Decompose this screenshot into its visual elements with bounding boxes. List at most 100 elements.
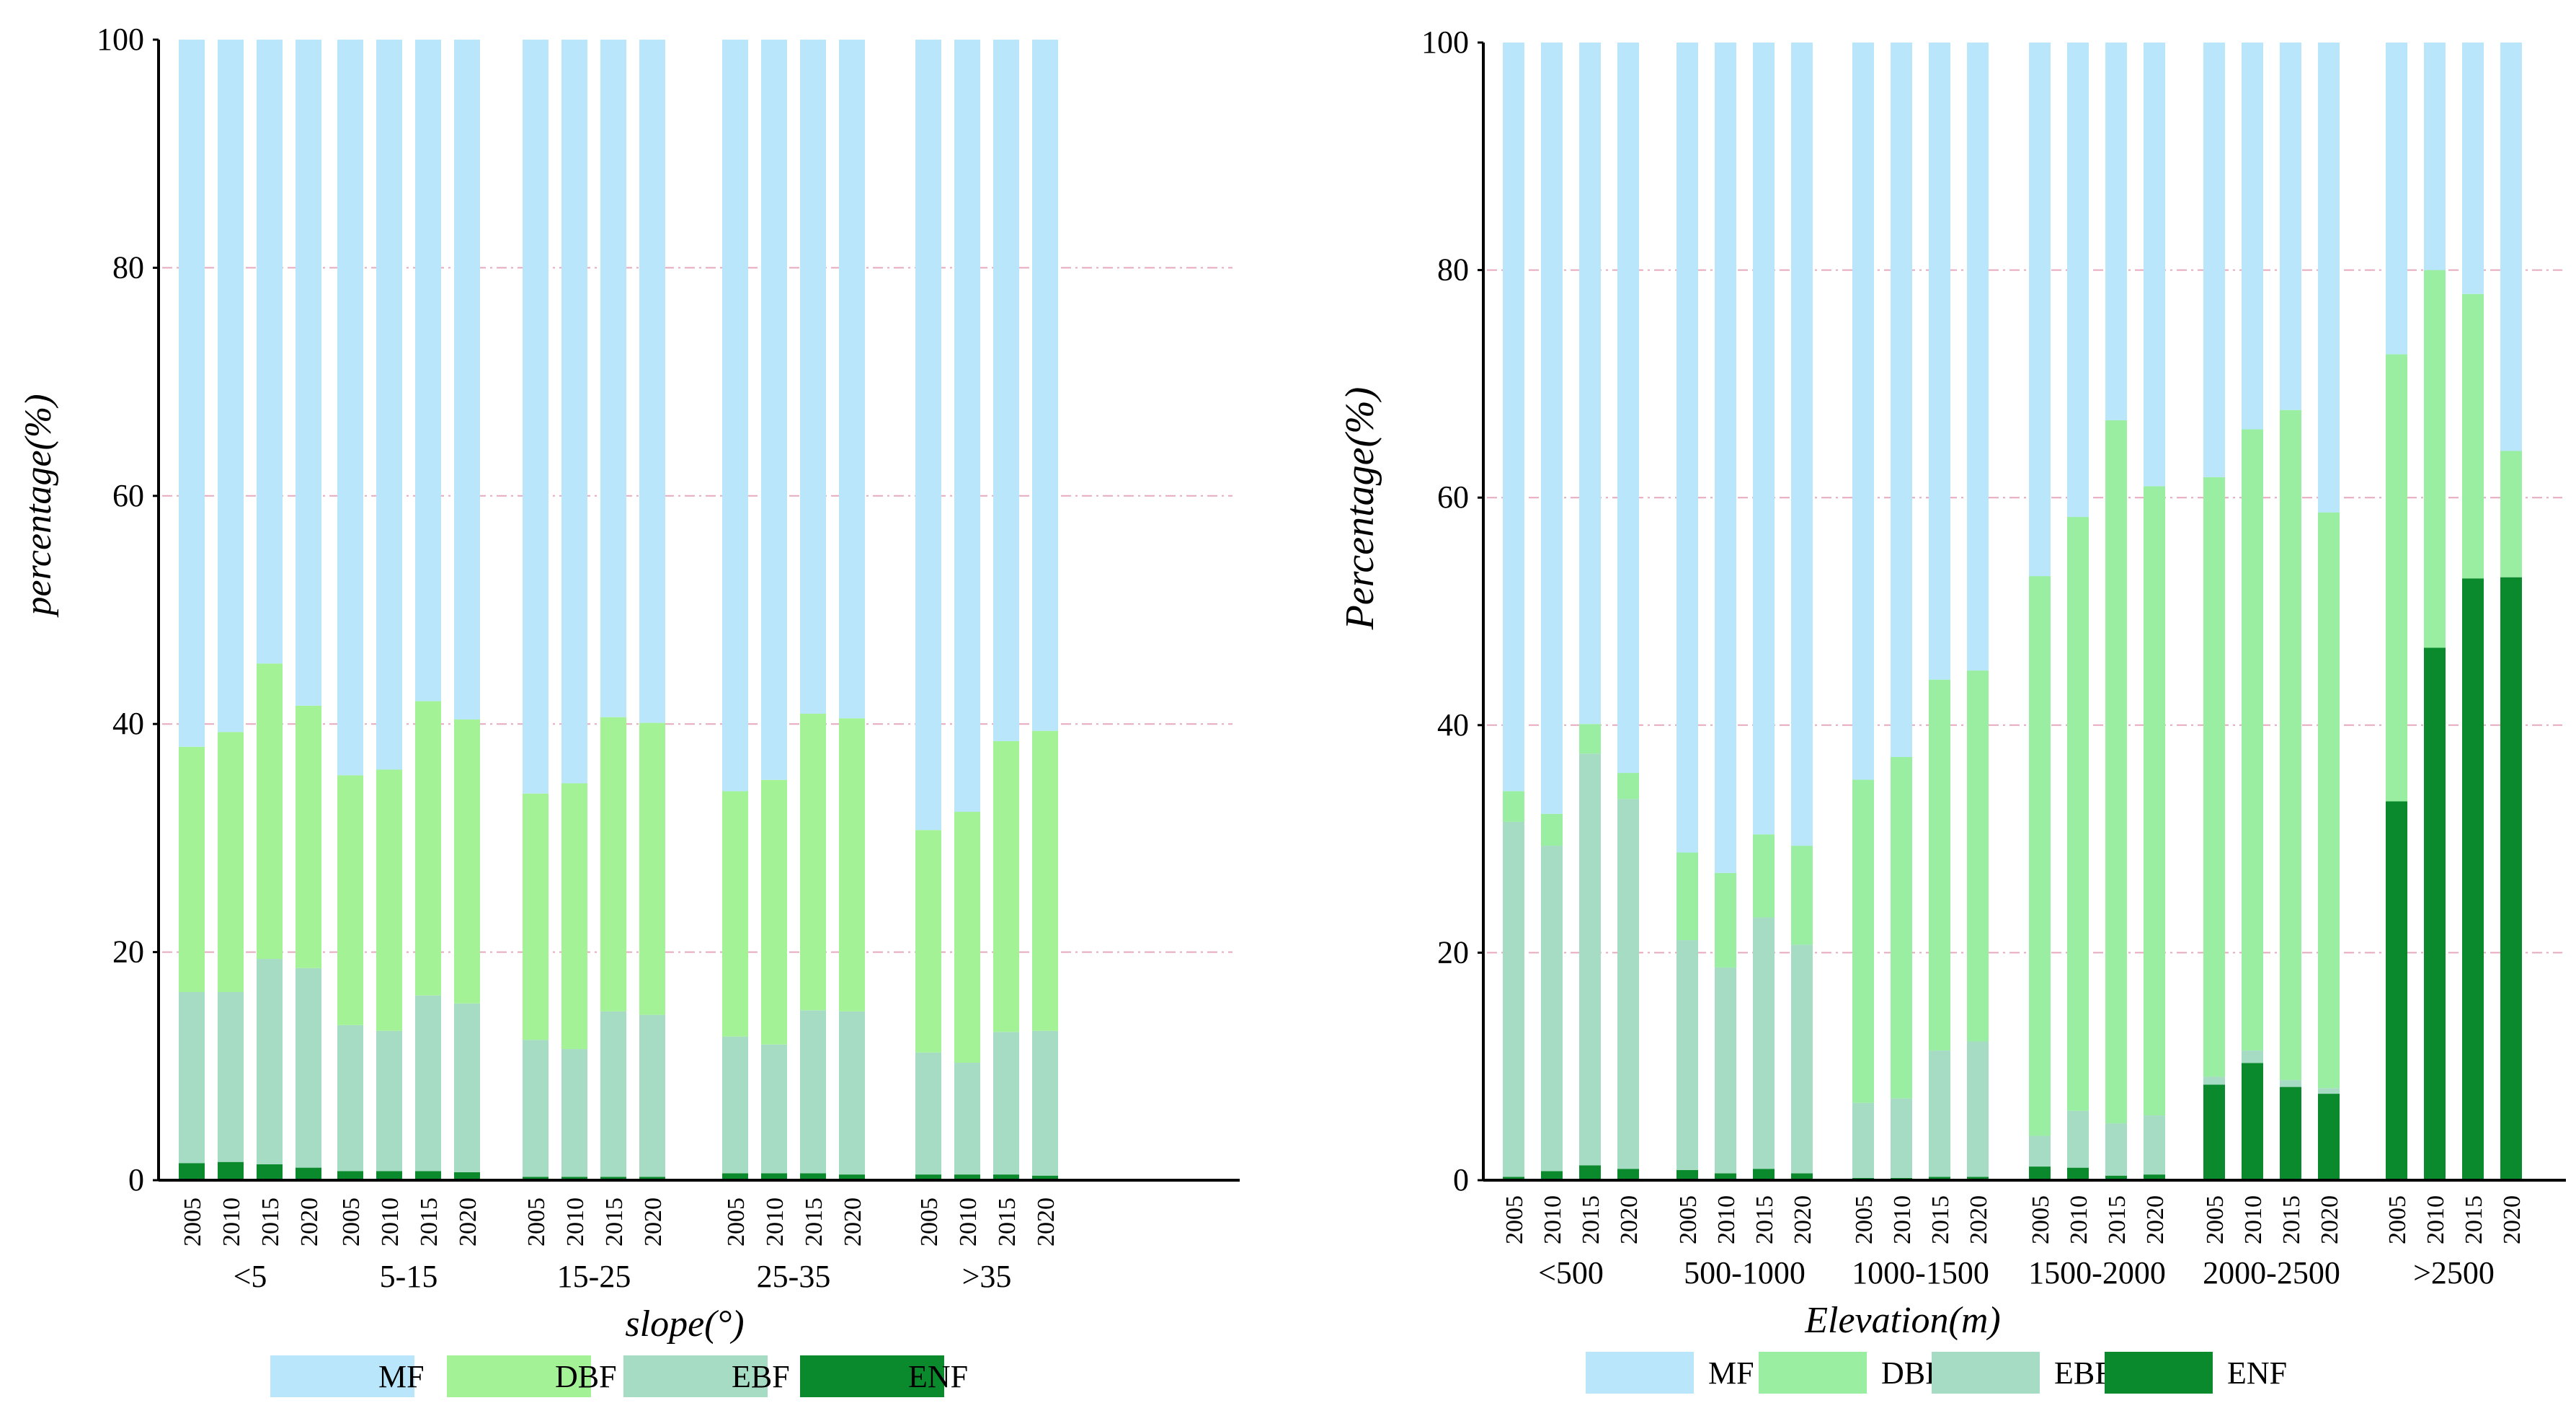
slope-bar-lt5-2010-dbf (218, 732, 244, 992)
elevation-year-label-lt500-2010: 2010 (1540, 1195, 1566, 1244)
slope-year-label-15-25-2005: 2005 (523, 1198, 550, 1247)
slope-bar-15-25-2010-enf (561, 1177, 587, 1180)
elevation-bar-lt500-2020-dbf (1617, 773, 1639, 800)
slope-bar-25-35-2020-mf (839, 40, 865, 719)
slope-bar-gt35-2015-dbf (993, 740, 1019, 1032)
elevation-bar-1000-1500-2005-mf (1852, 43, 1874, 780)
elevation-y-tick-label-100: 100 (1421, 25, 1469, 60)
elevation-bar-gt2500-2005-mf (2386, 43, 2407, 355)
elevation-bar-1000-1500-2010-dbf (1891, 756, 1912, 1099)
slope-gridlines (162, 267, 1233, 953)
elevation-bar-2000-2500-2020-dbf (2318, 512, 2340, 1089)
slope-bar-5-15-2020-ebf (454, 1003, 480, 1172)
elevation-bar-1000-1500-2020-dbf (1967, 670, 1989, 1042)
slope-year-label-5-15-2010: 2010 (377, 1198, 404, 1247)
slope-bar-15-25-2005-enf (523, 1177, 548, 1180)
elevation-year-label-1000-1500-2010: 2010 (1889, 1195, 1916, 1244)
slope-group-label-5-15: 5-15 (380, 1259, 438, 1294)
elevation-year-label-500-1000-2005: 2005 (1675, 1195, 1702, 1244)
slope-bar-lt5-2020-ebf (296, 968, 321, 1168)
slope-bar-25-35-2020-enf (839, 1174, 865, 1180)
elevation-bar-lt500-2005-enf (1503, 1177, 1524, 1180)
slope-bar-15-25-2020-dbf (639, 722, 665, 1015)
elevation-year-label-500-1000-2020: 2020 (1790, 1195, 1816, 1244)
slope-bar-5-15-2010-mf (376, 40, 402, 770)
slope-bar-gt35-2010-dbf (954, 812, 980, 1063)
slope-year-label-lt5-2020: 2020 (296, 1198, 323, 1247)
elevation-chart: 0 20 40 60 80 100 2005 2010 2015 2020 2005 2010 201… (1338, 25, 2566, 1394)
slope-bar-gt35-2005-mf (915, 40, 941, 831)
slope-bar-25-35-2010-mf (761, 40, 787, 780)
elevation-bar-500-1000-2020-enf (1791, 1173, 1813, 1180)
slope-bars (179, 40, 1058, 1180)
slope-bar-5-15-2015-enf (415, 1171, 441, 1180)
elevation-year-label-lt500-2005: 2005 (1501, 1195, 1528, 1244)
slope-group-label-15-25: 15-25 (557, 1259, 631, 1294)
slope-bar-5-15-2015-ebf (415, 995, 441, 1172)
slope-y-tick-label-20: 20 (112, 934, 144, 970)
elevation-group-label-1000-1500: 1000-1500 (1852, 1255, 1989, 1291)
elevation-bar-1000-1500-2015-enf (1929, 1177, 1950, 1180)
slope-year-label-gt35-2010: 2010 (955, 1198, 982, 1247)
slope-bar-lt5-2005-ebf (179, 991, 205, 1164)
elevation-bar-lt500-2015-dbf (1579, 724, 1601, 754)
slope-bar-25-35-2015-ebf (800, 1010, 826, 1174)
elevation-bar-1000-1500-2010-ebf (1891, 1098, 1912, 1178)
slope-bar-gt35-2020-mf (1032, 40, 1058, 731)
slope-year-label-5-15-2015: 2015 (416, 1198, 443, 1247)
elevation-bar-lt500-2010-ebf (1541, 846, 1563, 1172)
elevation-year-label-1000-1500-2005: 2005 (1851, 1195, 1878, 1244)
elevation-bar-2000-2500-2005-ebf (2203, 1076, 2225, 1085)
slope-year-label-gt35-2020: 2020 (1033, 1198, 1060, 1247)
slope-group-label-lt5: <5 (234, 1259, 267, 1294)
elevation-year-label-gt2500-2010: 2010 (2422, 1195, 2449, 1244)
elevation-year-label-gt2500-2020: 2020 (2499, 1195, 2526, 1244)
elevation-bar-lt500-2005-mf (1503, 43, 1524, 792)
elevation-bar-gt2500-2015-mf (2462, 43, 2484, 294)
elevation-legend: MF DBF EBF ENF (1586, 1352, 2287, 1394)
elevation-bar-1000-1500-2005-ebf (1852, 1102, 1874, 1178)
slope-bar-25-35-2005-mf (722, 40, 748, 792)
elevation-axes (1482, 43, 2566, 1182)
elevation-year-label-2000-2500-2020: 2020 (2317, 1195, 2343, 1244)
slope-bar-gt35-2015-ebf (993, 1032, 1019, 1175)
elevation-year-label-1500-2000-2020: 2020 (2142, 1195, 2169, 1244)
slope-year-label-lt5-2015: 2015 (257, 1198, 284, 1247)
slope-bar-lt5-2020-mf (296, 40, 321, 706)
slope-bar-lt5-2010-ebf (218, 991, 244, 1162)
slope-year-label-5-15-2005: 2005 (338, 1198, 365, 1247)
slope-year-label-5-15-2020: 2020 (455, 1198, 481, 1247)
elevation-bar-500-1000-2015-dbf (1753, 834, 1775, 918)
elevation-legend-swatch-enf (2105, 1352, 2213, 1394)
elevation-legend-label-ebf: EBF (2054, 1355, 2113, 1391)
elevation-bar-lt500-2015-enf (1579, 1165, 1601, 1180)
elevation-bar-2000-2500-2020-mf (2318, 43, 2340, 513)
elevation-group-label-gt2500: >2500 (2413, 1255, 2495, 1291)
slope-bar-15-25-2010-mf (561, 40, 587, 784)
elevation-group-label-500-1000: 500-1000 (1684, 1255, 1806, 1291)
elevation-bar-2000-2500-2015-dbf (2280, 410, 2301, 1081)
slope-bar-5-15-2020-enf (454, 1172, 480, 1180)
elevation-bar-gt2500-2005-dbf (2386, 354, 2407, 802)
slope-bar-gt35-2010-enf (954, 1174, 980, 1180)
elevation-bar-2000-2500-2010-mf (2242, 43, 2263, 430)
elevation-bar-1500-2000-2020-dbf (2144, 486, 2165, 1116)
slope-year-label-25-35-2020: 2020 (840, 1198, 866, 1247)
slope-bar-lt5-2020-dbf (296, 705, 321, 968)
slope-year-label-15-25-2015: 2015 (601, 1198, 628, 1247)
slope-bar-gt35-2010-mf (954, 40, 980, 813)
slope-bar-15-25-2015-dbf (600, 717, 626, 1011)
slope-bar-15-25-2005-ebf (523, 1040, 548, 1177)
elevation-legend-label-enf: ENF (2227, 1355, 2287, 1391)
elevation-year-label-lt500-2020: 2020 (1616, 1195, 1643, 1244)
elevation-bar-1500-2000-2005-mf (2029, 43, 2051, 577)
elevation-y-tick-label-20: 20 (1437, 934, 1469, 970)
elevation-bar-gt2500-2005-enf (2386, 801, 2407, 1180)
elevation-bar-2000-2500-2005-mf (2203, 43, 2225, 477)
elevation-y-tick-label-80: 80 (1437, 252, 1469, 288)
elevation-bar-gt2500-2020-dbf (2500, 451, 2522, 577)
slope-y-tick-label-100: 100 (97, 22, 144, 57)
slope-bar-15-25-2020-mf (639, 40, 665, 723)
slope-x-axis-title: slope(°) (625, 1303, 744, 1345)
